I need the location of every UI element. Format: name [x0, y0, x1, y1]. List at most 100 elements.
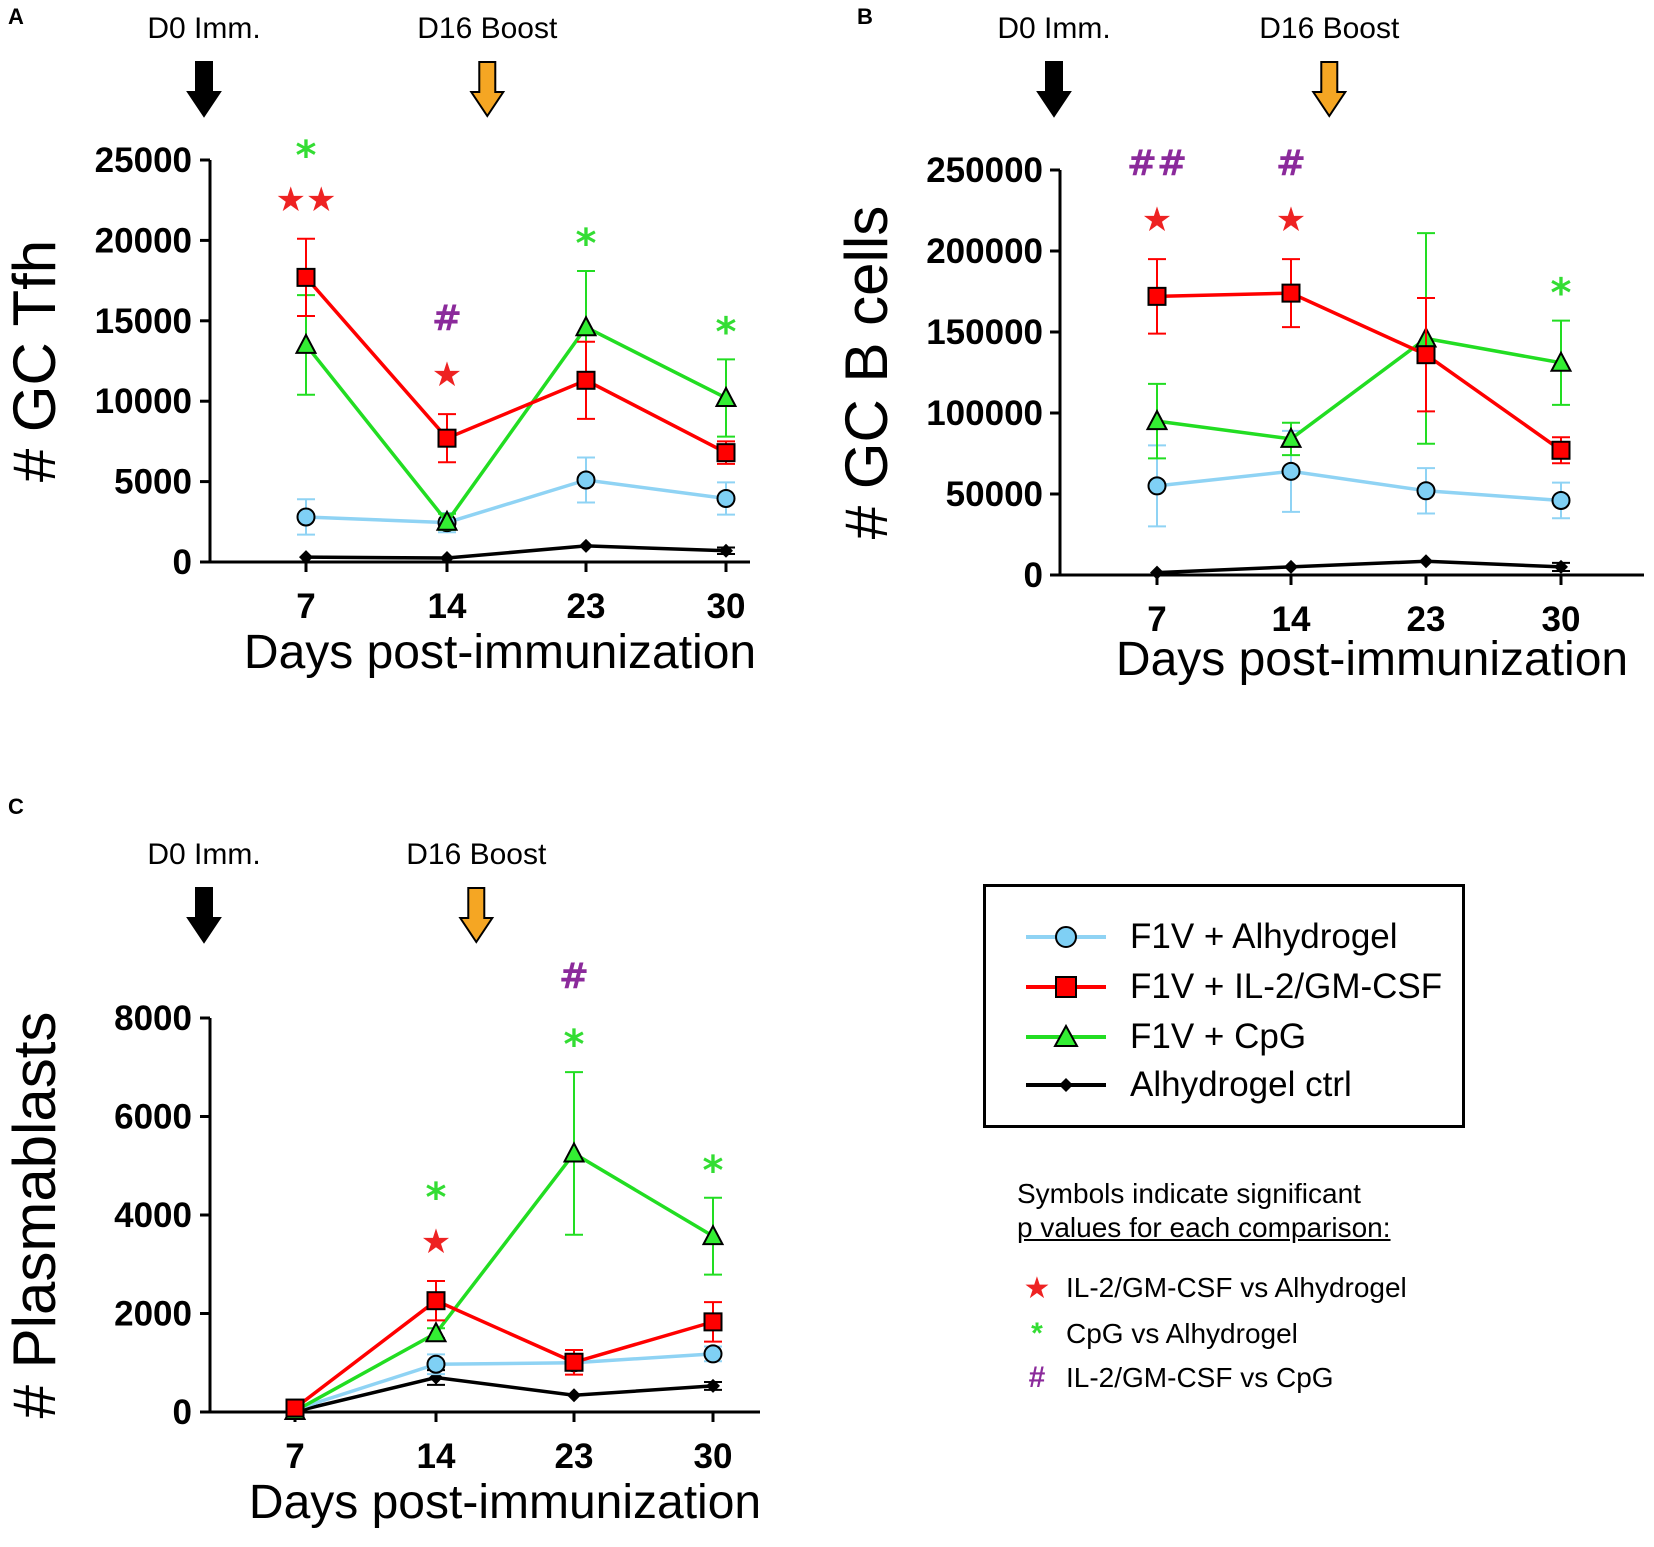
- series-line: [304, 276, 727, 455]
- immunization-label: D0 Imm.: [997, 12, 1110, 45]
- y-tick-label: 200000: [926, 232, 1043, 271]
- y-tick-label: 2000: [114, 1295, 192, 1334]
- data-point: [716, 443, 736, 463]
- series-cpg: [283, 1071, 725, 1421]
- panel-letter: C: [8, 794, 24, 819]
- data-point: [1150, 565, 1164, 580]
- panel-letter: B: [857, 4, 873, 29]
- data-point: [576, 470, 596, 490]
- star-icon: ★: [1023, 1271, 1051, 1305]
- data-point: [1281, 461, 1301, 481]
- series-il2: [1147, 258, 1571, 465]
- data-point: [426, 1291, 446, 1311]
- hash-icon: #: [559, 956, 589, 997]
- series-alhydrogel: [285, 1344, 723, 1420]
- legend-label: Alhydrogel ctrl: [1130, 1065, 1352, 1104]
- data-point: [1551, 440, 1571, 460]
- immunization-label: D0 Imm.: [147, 12, 260, 45]
- data-point: [435, 509, 459, 531]
- x-tick-label: 7: [285, 1437, 304, 1476]
- data-point: [714, 385, 738, 407]
- series-il2: [296, 237, 736, 465]
- star-icon: ★: [421, 1222, 451, 1262]
- key-label: IL-2/GM-CSF vs Alhydrogel: [1066, 1272, 1407, 1303]
- asterisk-icon: *: [296, 133, 317, 179]
- data-point: [706, 1378, 720, 1393]
- y-tick-label: 15000: [95, 302, 192, 341]
- data-point: [567, 1388, 581, 1403]
- immunization-arrow-icon: [186, 887, 222, 944]
- data-point: [1145, 408, 1169, 431]
- star-icon: ★: [1276, 200, 1306, 240]
- asterisk-icon: *: [716, 309, 737, 355]
- x-tick-label: 30: [707, 587, 746, 626]
- series-line: [293, 1298, 714, 1410]
- asterisk-icon: *: [703, 1148, 724, 1194]
- data-point: [574, 315, 598, 337]
- data-point: [1281, 283, 1301, 303]
- series-line: [294, 1375, 714, 1414]
- key-label: IL-2/GM-CSF vs CpG: [1066, 1362, 1334, 1393]
- data-point: [719, 543, 733, 558]
- data-point: [426, 1354, 446, 1374]
- data-point: [716, 488, 736, 508]
- data-point: [1416, 345, 1436, 365]
- series-il2: [285, 1279, 723, 1418]
- data-point: [285, 1398, 305, 1418]
- key-label: CpG vs Alhydrogel: [1066, 1318, 1298, 1349]
- data-point: [701, 1224, 725, 1246]
- y-axis-label: # GC Tfh: [1, 240, 68, 482]
- data-point: [703, 1312, 723, 1332]
- data-point: [1554, 559, 1568, 574]
- boost-label: D16 Boost: [1259, 12, 1400, 45]
- y-tick-label: 0: [1024, 556, 1043, 595]
- asterisk-icon: *: [1031, 1317, 1043, 1350]
- boost-arrow-icon: [469, 61, 506, 118]
- note-line-1: Symbols indicate significant: [1017, 1178, 1361, 1209]
- y-tick-label: 25000: [95, 141, 192, 180]
- data-point: [296, 267, 316, 287]
- y-tick-label: 0: [173, 543, 192, 582]
- immunization-arrow-icon: [1036, 61, 1072, 118]
- legend-marker-alhydrogel: [1026, 926, 1106, 948]
- series-line: [1156, 559, 1562, 575]
- y-tick-label: 10000: [95, 382, 192, 421]
- legend-label: F1V + Alhydrogel: [1130, 917, 1398, 956]
- series-line: [294, 1352, 714, 1412]
- series-alhydrogel: [1147, 429, 1571, 528]
- immunization-label: D0 Imm.: [147, 838, 260, 871]
- x-axis-label: Days post-immunization: [244, 626, 756, 679]
- series-line: [305, 478, 727, 525]
- asterisk-icon: *: [576, 221, 597, 267]
- series-ctrl: [1150, 554, 1570, 580]
- data-point: [440, 550, 454, 565]
- legend-label: F1V + IL-2/GM-CSF: [1130, 967, 1443, 1006]
- y-tick-label: 100000: [926, 394, 1043, 433]
- x-tick-label: 23: [1407, 600, 1446, 639]
- legend-marker-ctrl: [1026, 1078, 1106, 1092]
- y-tick-label: 5000: [114, 463, 192, 502]
- y-tick-label: 20000: [95, 221, 192, 260]
- y-tick-label: 4000: [114, 1196, 192, 1235]
- data-point: [424, 1321, 448, 1343]
- data-point: [1279, 426, 1303, 448]
- x-tick-label: 14: [1272, 600, 1311, 639]
- data-point: [1419, 554, 1433, 569]
- x-tick-label: 23: [555, 1437, 594, 1476]
- star-icon: ★: [432, 355, 462, 395]
- data-point: [1284, 559, 1298, 574]
- data-point: [562, 1141, 586, 1163]
- hash-icon: #: [432, 298, 462, 339]
- data-point: [1549, 350, 1573, 372]
- legend-item-alhydrogel: F1V + Alhydrogel: [1026, 917, 1398, 957]
- asterisk-icon: *: [564, 1022, 585, 1068]
- x-tick-label: 14: [428, 587, 467, 626]
- data-point: [296, 507, 316, 527]
- x-tick-label: 30: [1542, 600, 1581, 639]
- series-line: [1156, 336, 1562, 441]
- data-point: [1416, 481, 1436, 501]
- boost-arrow-icon: [1311, 61, 1348, 118]
- y-tick-label: 150000: [926, 313, 1043, 352]
- data-point: [564, 1352, 584, 1372]
